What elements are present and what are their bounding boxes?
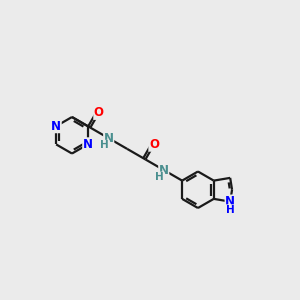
Text: N: N [83, 138, 93, 151]
Text: N: N [104, 132, 114, 145]
Text: N: N [159, 164, 169, 176]
Text: H: H [100, 140, 109, 150]
Text: N: N [51, 120, 61, 133]
Text: O: O [94, 106, 104, 119]
Text: O: O [149, 138, 159, 151]
Text: H: H [226, 205, 235, 215]
Text: H: H [155, 172, 164, 182]
Text: N: N [225, 195, 235, 208]
